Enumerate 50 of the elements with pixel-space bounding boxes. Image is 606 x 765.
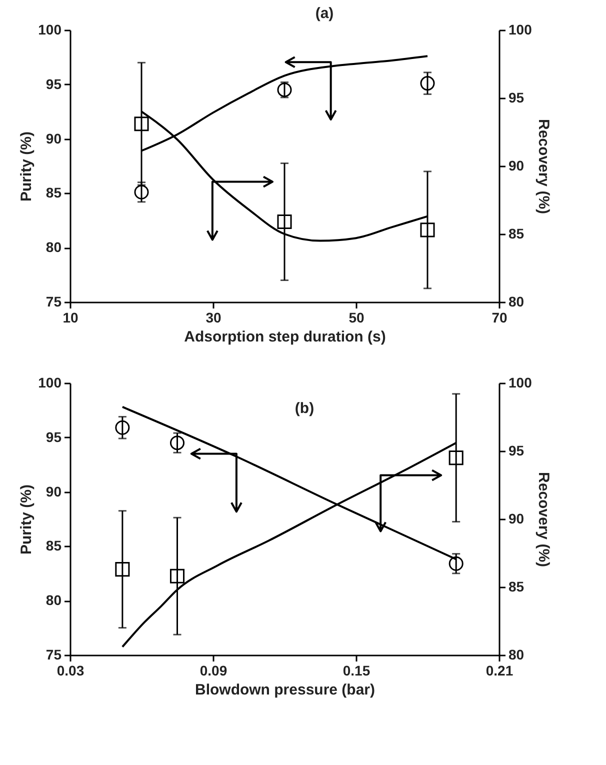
y2-tick-label: 100: [508, 374, 532, 390]
y2-tick-label: 80: [508, 646, 524, 662]
y2-axis-title: Recovery (%): [534, 118, 552, 214]
point: [420, 222, 435, 238]
y-tick-label: 100: [38, 22, 62, 38]
point: [115, 420, 130, 435]
y2-tick-label: 95: [508, 90, 524, 106]
y-tick-label: 85: [46, 184, 62, 201]
y2-tick-label: 90: [508, 158, 524, 174]
x-tick-label: 0.03: [56, 662, 84, 678]
y2-tick-label: 85: [508, 226, 524, 242]
x-tick-label: 50: [348, 310, 364, 326]
x-tick-label: 30: [206, 310, 222, 326]
x-tick-label: 10: [62, 310, 78, 326]
y-tick-label: 90: [46, 483, 62, 500]
point: [134, 116, 149, 132]
point: [170, 436, 185, 450]
y2-tick-label: 90: [508, 510, 524, 526]
x-tick-label: 0.21: [486, 662, 514, 678]
x-tick-label: 70: [492, 310, 508, 326]
point: [170, 568, 185, 584]
point: [448, 450, 464, 466]
x-axis-title: Blowdown pressure (bar): [194, 682, 376, 698]
point: [420, 76, 435, 91]
y-tick-label: 80: [46, 239, 62, 256]
y-axis-title: Purity (%): [18, 131, 36, 202]
y-tick-label: 75: [46, 294, 62, 310]
y2-axis-title: Recovery (%): [534, 472, 552, 568]
x-tick-label: 0.15: [342, 662, 370, 678]
chart-title: (a): [315, 5, 334, 22]
y-tick-label: 85: [46, 538, 62, 554]
x-axis-title: Adsorption step duration (s): [184, 328, 386, 346]
y-tick-label: 75: [46, 646, 62, 662]
y-axis-title: Purity (%): [18, 484, 36, 555]
point: [448, 556, 464, 571]
point: [134, 184, 149, 200]
y-tick-label: 90: [46, 130, 62, 146]
point: [277, 82, 292, 98]
y2-tick-label: 85: [508, 578, 524, 594]
y2-tick-label: 95: [508, 442, 524, 458]
y-tick-label: 80: [46, 592, 62, 608]
point: [277, 214, 292, 230]
y-tick-label: 100: [38, 374, 62, 390]
y2-tick-label: 80: [508, 294, 524, 310]
x-tick-label: 0.09: [200, 662, 228, 678]
point: [115, 562, 130, 577]
y-tick-label: 95: [46, 76, 62, 92]
y2-tick-label: 100: [508, 22, 532, 38]
y-tick-label: 95: [46, 428, 62, 445]
text: (b): [294, 400, 314, 417]
